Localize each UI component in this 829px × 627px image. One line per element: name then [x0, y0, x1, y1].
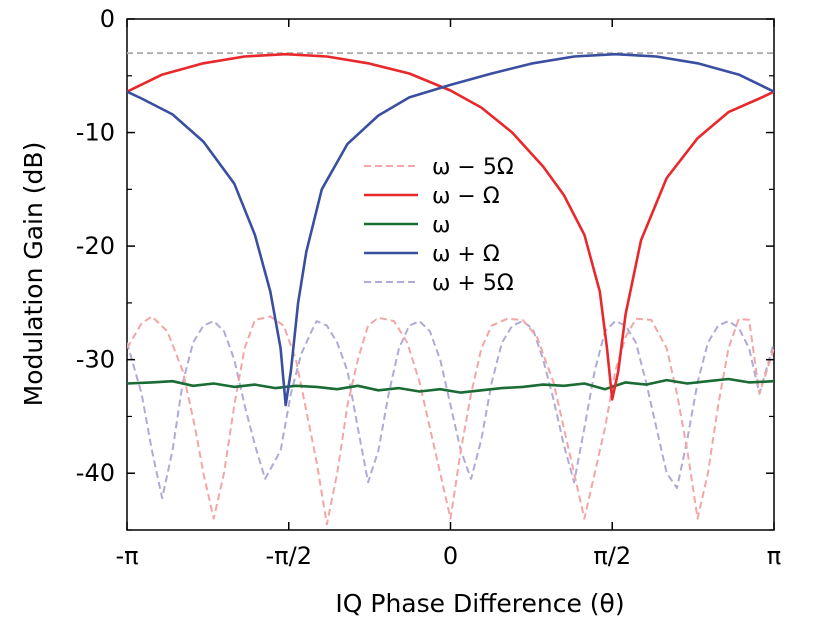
- series-line-0: [127, 315, 774, 526]
- y-tick-label: 0: [100, 5, 115, 33]
- series-line-2: [127, 377, 774, 394]
- y-axis-title: Modulation Gain (dB): [19, 142, 48, 407]
- y-tick-label: -10: [76, 119, 115, 147]
- y-tick-label: -20: [76, 232, 115, 260]
- legend-label-2: ω: [432, 213, 450, 238]
- series-line-4: [127, 320, 774, 500]
- x-tick-label: -π: [115, 542, 138, 570]
- y-tick-label: -30: [76, 346, 115, 374]
- legend: ω − 5Ω ω − Ω ω ω + Ω ω + 5Ω: [364, 155, 514, 296]
- legend-label-0: ω − 5Ω: [432, 155, 514, 180]
- legend-label-1: ω − Ω: [432, 184, 500, 209]
- y-tick-label: -40: [76, 459, 115, 487]
- series-line-1: [127, 52, 774, 401]
- x-tick-label: π: [767, 542, 781, 570]
- x-tick-label: 0: [443, 542, 458, 570]
- x-tick-label: -π/2: [266, 542, 312, 570]
- series-line-3: [127, 52, 774, 407]
- x-tick-label: π/2: [593, 542, 631, 570]
- x-axis-title: IQ Phase Difference (θ): [335, 589, 624, 618]
- legend-label-3: ω + Ω: [432, 242, 500, 267]
- legend-label-4: ω + 5Ω: [432, 271, 514, 296]
